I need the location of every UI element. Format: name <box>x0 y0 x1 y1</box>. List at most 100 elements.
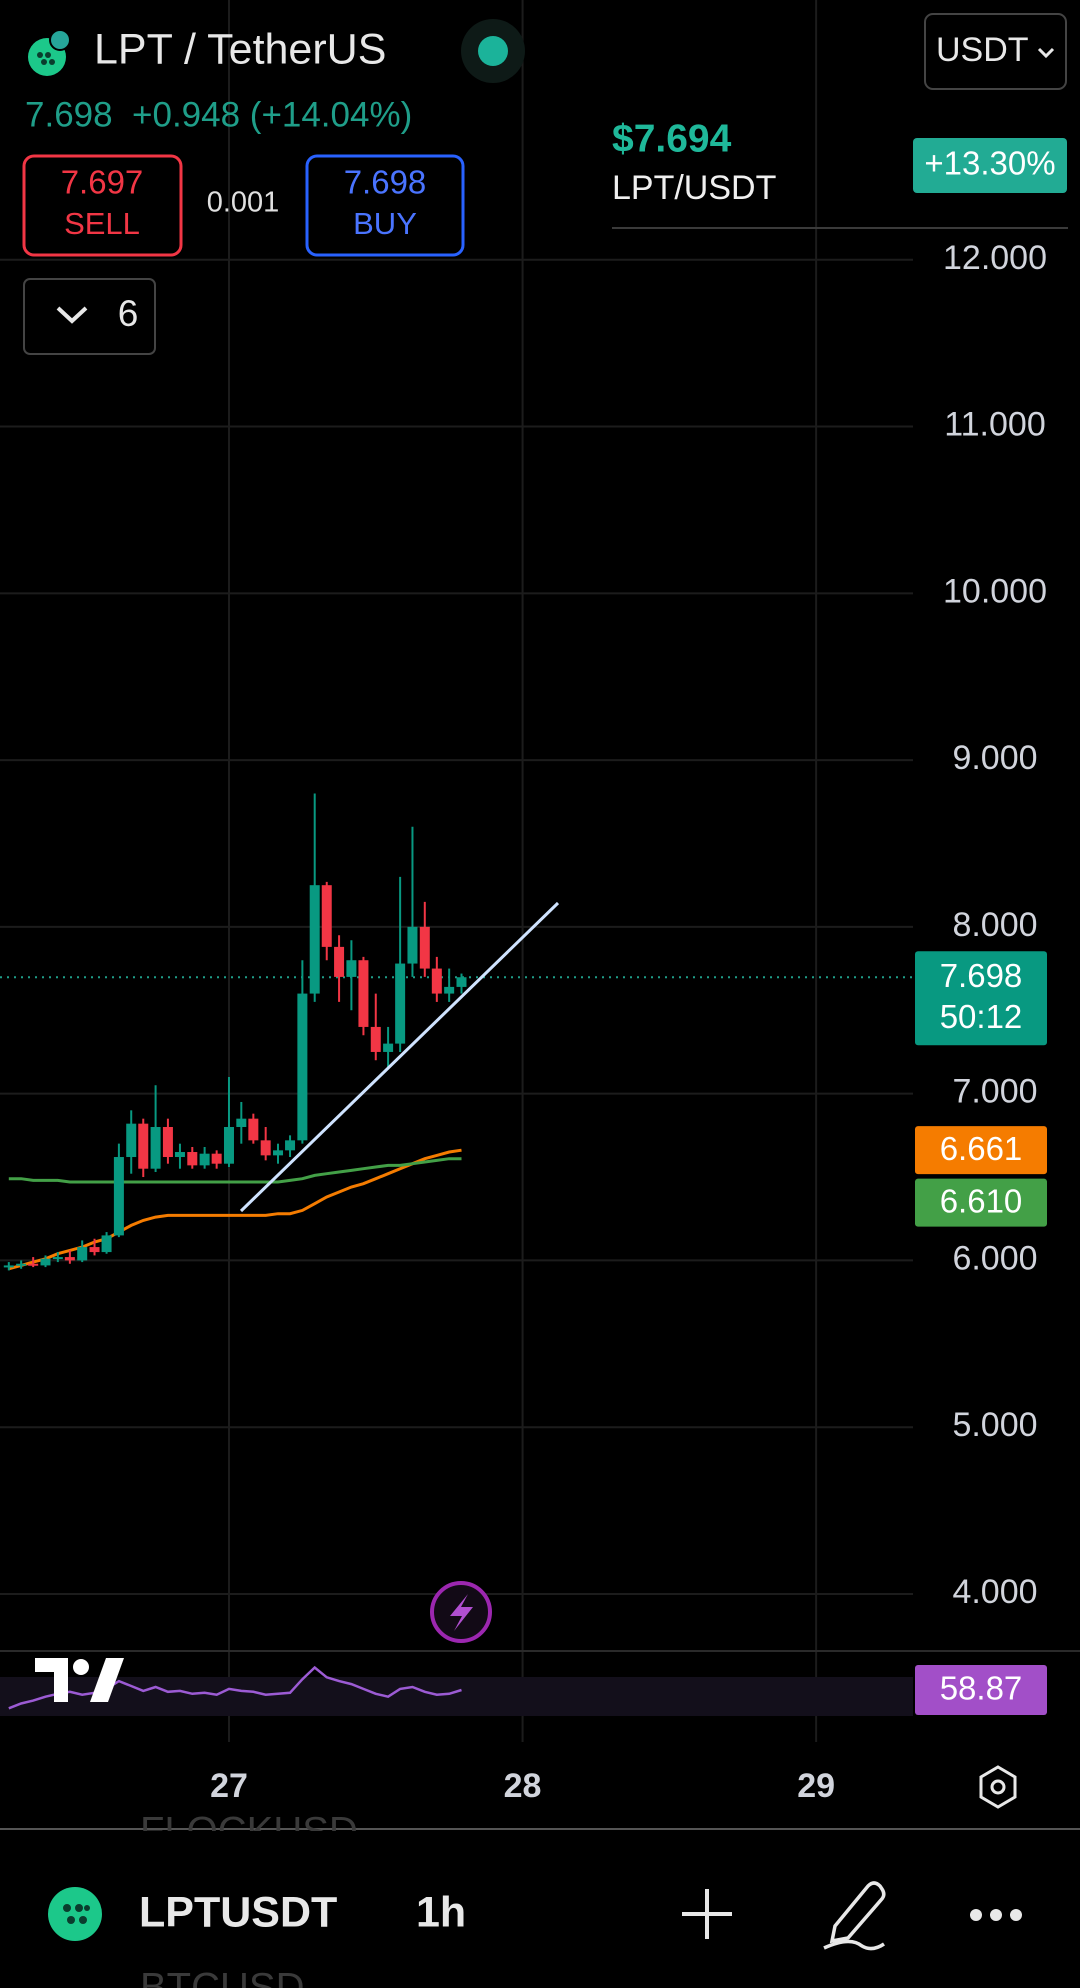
candle-body <box>77 1247 88 1261</box>
sell-price[interactable]: 7.697 <box>61 164 144 201</box>
candle-body <box>236 1118 247 1127</box>
lightning-button[interactable] <box>430 1581 492 1643</box>
candle-body <box>223 1127 234 1164</box>
candle-body <box>89 1247 100 1253</box>
last-price-line: 7.698 +0.948 (+14.04%) <box>25 95 412 134</box>
y-tick-label: 7.000 <box>952 1073 1037 1111</box>
currency-button[interactable]: USDT <box>924 13 1067 90</box>
buy-label[interactable]: BUY <box>353 206 417 241</box>
overlay-change-badge <box>913 138 1067 193</box>
rsi-line <box>8 1665 462 1710</box>
sell-label[interactable]: SELL <box>64 206 140 241</box>
candle-body <box>297 993 308 1141</box>
countdown: 50:12 <box>940 998 1023 1035</box>
currency[interactable]: USDT <box>936 31 1029 69</box>
tv-logo <box>35 1658 124 1702</box>
moving-average <box>8 1148 462 1271</box>
overlay-change: +13.30% <box>924 145 1055 182</box>
symbol[interactable]: LPT / TetherUS <box>94 25 386 73</box>
candle-body <box>444 986 455 994</box>
settings-button[interactable] <box>979 1765 1017 1809</box>
moving-average <box>8 1157 462 1184</box>
candle-body <box>40 1258 51 1266</box>
candle-body <box>419 926 430 969</box>
add-button[interactable] <box>682 1889 732 1939</box>
indicators-count[interactable]: 6 <box>118 293 139 334</box>
price-tag-label: 7.698 <box>940 957 1023 994</box>
candle-body <box>150 1127 161 1169</box>
y-tick-label: 5.000 <box>952 1406 1037 1444</box>
candle-body <box>260 1140 271 1156</box>
y-tick-label: 9.000 <box>952 739 1037 777</box>
footer-symbol-text[interactable]: LPTUSDT <box>139 1888 337 1936</box>
candle-body <box>248 1118 259 1141</box>
rsi-pane <box>0 1665 913 1716</box>
rsi-band <box>0 1677 913 1716</box>
bottom-bar <box>0 1831 1080 1988</box>
candle-body <box>101 1235 112 1253</box>
candle-body <box>321 885 332 947</box>
price-tag <box>915 1126 1047 1175</box>
draw-button[interactable] <box>823 1881 886 1951</box>
spread: 0.001 <box>207 187 280 219</box>
price-tag <box>915 1178 1047 1227</box>
price-tag <box>915 951 1047 1046</box>
interval[interactable]: 1h <box>416 1888 466 1936</box>
indicators-toggle[interactable]: 6 <box>23 278 156 355</box>
overlay-pair: LPT/USDT <box>612 169 776 207</box>
buy-button[interactable]: 7.698 BUY <box>305 154 465 257</box>
market-status <box>478 36 508 66</box>
candle-body <box>273 1150 284 1156</box>
overlay-price: $7.694 <box>612 117 732 160</box>
sell-button[interactable]: 7.697 SELL <box>22 154 183 257</box>
y-tick-label: 12.000 <box>943 239 1047 277</box>
candle-body <box>395 963 406 1044</box>
candle-body <box>358 960 369 1027</box>
y-tick-label: 4.000 <box>952 1573 1037 1611</box>
candle-body <box>64 1257 75 1261</box>
candle-body <box>199 1153 210 1166</box>
candle-body <box>113 1157 124 1236</box>
y-tick-label: 8.000 <box>952 906 1037 944</box>
rsi-tag-label: 58.87 <box>940 1670 1023 1707</box>
candle-body <box>52 1257 63 1260</box>
candle-body <box>285 1140 296 1151</box>
candle-body <box>3 1265 14 1268</box>
candle-body <box>174 1152 185 1158</box>
candle-body <box>162 1127 173 1158</box>
x-tick-label: 27 <box>210 1767 248 1805</box>
candle-body <box>187 1152 198 1166</box>
watchlist-next[interactable]: BTCUSD <box>140 1966 304 1988</box>
candle-body <box>346 960 357 977</box>
candle-body <box>138 1123 149 1169</box>
candle-body <box>334 946 345 977</box>
bottom-mask <box>0 1831 1080 1845</box>
buy-price[interactable]: 7.698 <box>344 164 427 201</box>
candle-body <box>309 885 320 994</box>
y-tick-label: 6.000 <box>952 1239 1037 1277</box>
trend-line[interactable] <box>239 901 560 1213</box>
candle-body <box>456 977 467 987</box>
y-tick-label: 10.000 <box>943 572 1047 610</box>
candle-body <box>431 968 442 994</box>
more-button[interactable] <box>970 1909 1022 1921</box>
x-tick-label: 28 <box>504 1767 542 1805</box>
x-tick-label: 29 <box>797 1767 835 1805</box>
rsi-tag <box>915 1665 1047 1716</box>
candle-body <box>383 1043 394 1052</box>
price-tag-label: 6.661 <box>940 1130 1023 1167</box>
candle-body <box>16 1263 27 1266</box>
candle-body <box>211 1153 222 1164</box>
y-tick-label: 11.000 <box>944 406 1045 444</box>
candle-body <box>370 1026 381 1052</box>
footer-symbol[interactable]: LPTUSDT <box>48 1887 337 1941</box>
plot <box>0 0 913 1742</box>
candle-body <box>28 1263 39 1266</box>
symbol-header[interactable]: LPT / TetherUS <box>28 25 386 76</box>
candle-body <box>407 926 418 964</box>
candle-body <box>126 1123 137 1158</box>
price-tag-label: 6.610 <box>940 1182 1023 1219</box>
